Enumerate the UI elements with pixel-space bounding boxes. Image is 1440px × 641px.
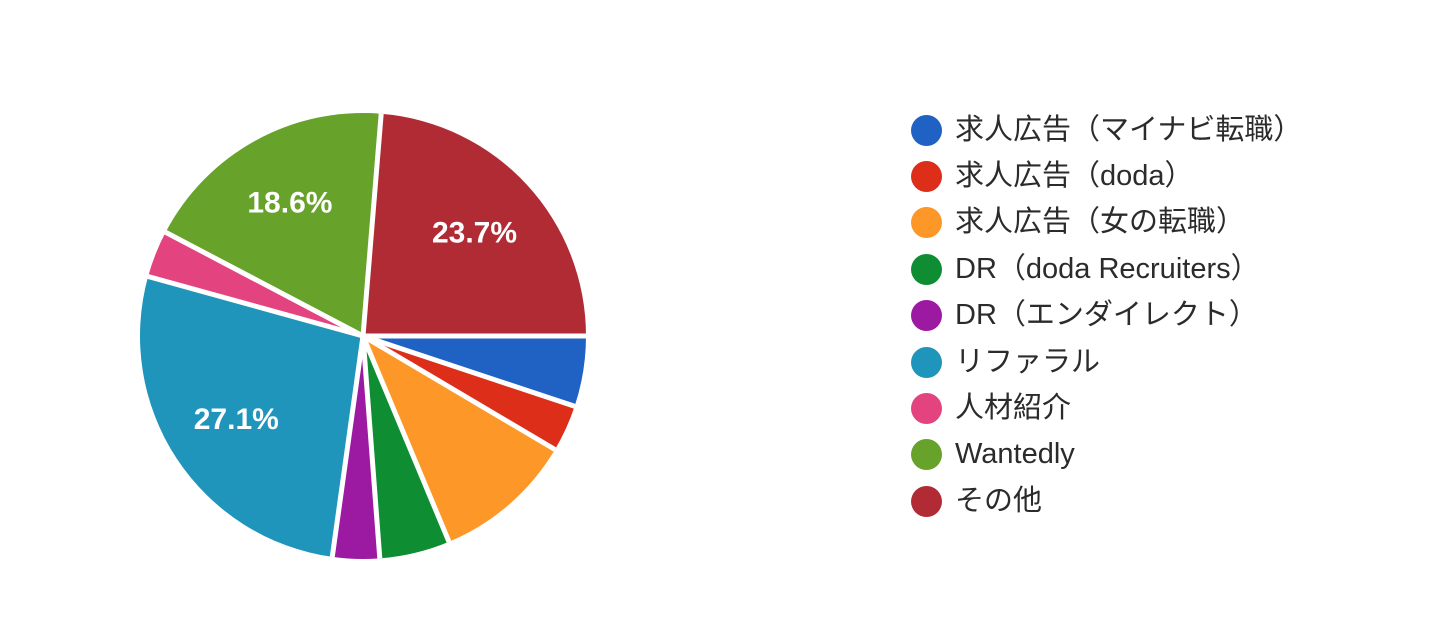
slice-separator (362, 333, 576, 409)
legend-item-6: リファラル (911, 339, 1302, 385)
pie-slice-6[interactable] (140, 276, 363, 557)
legend-item-label: リファラル (955, 345, 1101, 378)
pie-slice-5[interactable] (332, 336, 380, 560)
pie-slice-label: 18.6% (247, 187, 332, 220)
legend-item-1: 求人広告（マイナビ転職） (911, 107, 1302, 153)
pie-slice-2[interactable] (363, 336, 575, 450)
legend-item-3: 求人広告（女の転職） (911, 200, 1302, 246)
slice-separator (164, 230, 365, 339)
legend-color-icon (911, 114, 942, 146)
legend-item-2: 求人広告（doda） (911, 153, 1302, 199)
legend-color-icon (911, 161, 942, 193)
legend-color-icon (911, 485, 942, 517)
legend-item-label: Wantedly (955, 438, 1075, 471)
legend-color-icon (911, 346, 942, 378)
legend-item-label: 求人広告（doda） (955, 160, 1194, 193)
legend-color-icon (911, 207, 942, 239)
legend-item-label: その他 (955, 484, 1043, 517)
slice-separator (360, 335, 383, 559)
legend-item-4: DR（doda Recruiters） (911, 246, 1302, 292)
legend-color-icon (911, 300, 942, 332)
legend-item-label: 求人広告（女の転職） (955, 206, 1246, 239)
pie-chart: 27.1% 18.6% 23.7% (140, 112, 586, 560)
pie-slice-label: 27.1% (194, 403, 279, 436)
slice-separator (147, 274, 364, 339)
legend: 求人広告（マイナビ転職） 求人広告（doda） 求人広告（女の転職） DR（doda … (911, 107, 1302, 525)
legend-item-label: 求人広告（マイナビ転職） (955, 113, 1303, 146)
pie-slice-8[interactable] (165, 112, 382, 336)
legend-item-label: DR（エンダイレクト） (955, 299, 1258, 332)
legend-color-icon (911, 253, 942, 285)
pie-slice-9[interactable] (363, 113, 586, 337)
slice-separator (360, 335, 452, 543)
slice-separator (361, 333, 557, 452)
legend-item-5: DR（エンダイレクト） (911, 293, 1302, 339)
legend-color-icon (911, 393, 942, 425)
pie-slice-label: 23.7% (432, 217, 517, 250)
pie-slice-3[interactable] (363, 336, 555, 542)
legend-item-8: Wantedly (911, 432, 1302, 478)
legend-item-label: DR（doda Recruiters） (955, 252, 1260, 285)
legend-item-9: その他 (911, 478, 1302, 524)
legend-item-7: 人材紹介 (911, 385, 1302, 431)
legend-item-label: 人材紹介 (955, 392, 1072, 425)
legend-color-icon (911, 439, 942, 471)
slice-separator (329, 335, 366, 558)
slice-separator (360, 113, 384, 337)
